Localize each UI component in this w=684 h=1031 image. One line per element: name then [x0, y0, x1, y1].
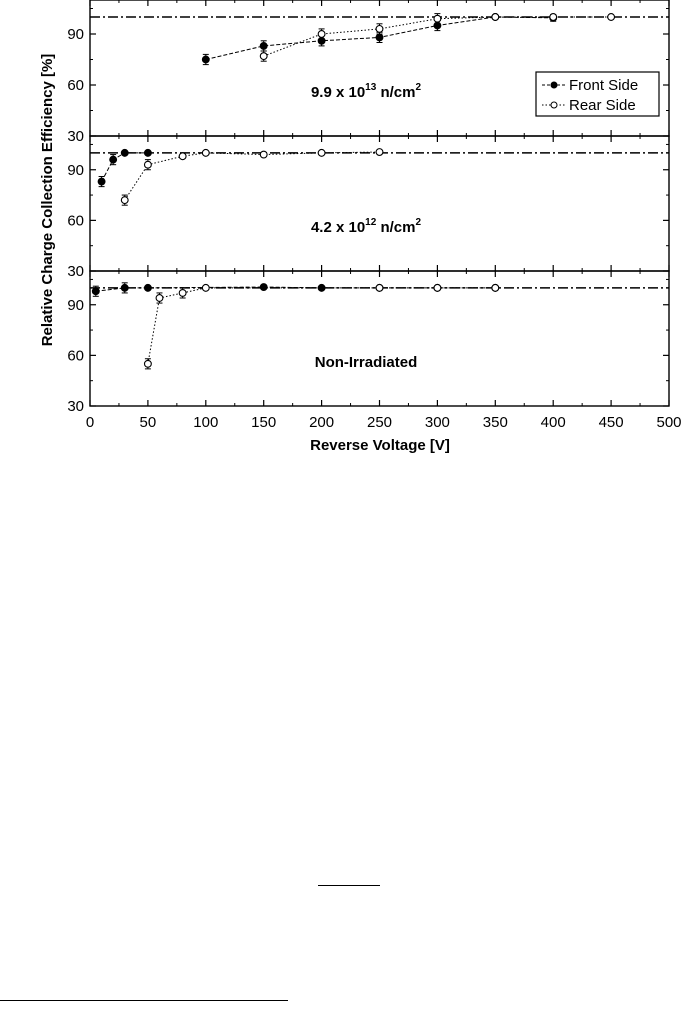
annotation-unit-exponent: 2: [415, 82, 421, 93]
x-tick-label: 500: [656, 414, 681, 431]
front-side-point: [259, 283, 268, 291]
rear-side-point: [178, 152, 187, 161]
front-side-point: [375, 33, 384, 42]
panel-annotation: Non-Irradiated: [315, 354, 418, 371]
rear-side-point: [201, 283, 210, 292]
panel-bottom: 30 60 90 Non-Irradiated: [67, 270, 670, 415]
panel-annotation: 9.9 x 1013 n/cm2: [311, 82, 422, 101]
x-tick-label: 300: [425, 414, 450, 431]
x-tick-label: 200: [309, 414, 334, 431]
rear-side-point: [120, 196, 129, 205]
legend-rear-marker: [550, 101, 558, 109]
y-tick-label: 90: [67, 162, 84, 179]
rear-side-point: [491, 283, 500, 292]
rear-side-point: [143, 359, 152, 368]
annotation-unit-exponent: 2: [415, 217, 421, 228]
front-side-point: [120, 148, 129, 157]
y-tick-label: 30: [67, 263, 84, 280]
y-tick-label: 90: [67, 26, 84, 43]
rear-side-point: [607, 13, 616, 21]
front-side-point: [143, 283, 152, 292]
rear-side-point: [433, 14, 442, 23]
annotation-exponent: 12: [365, 217, 377, 228]
footnote-divider: [0, 1000, 288, 1001]
y-tick-label: 30: [67, 128, 84, 145]
panel-top: 30 60 90 9.9 x 1013 n/cm2 Front Side Rear Sid…: [67, 0, 670, 145]
rear-side-point: [143, 160, 152, 169]
x-tick-label: 250: [367, 414, 392, 431]
front-side-point: [317, 283, 326, 292]
x-tick-label: 150: [251, 414, 276, 431]
rear-side-point: [375, 148, 384, 156]
x-tick-label: 50: [140, 414, 157, 431]
y-tick-label: 90: [67, 297, 84, 314]
rear-side-point: [375, 283, 384, 292]
y-axis-label: Relative Charge Collection Efficiency [%…: [39, 54, 56, 347]
x-axis-label: Reverse Voltage [V]: [310, 437, 450, 454]
panel-middle: 30 60 90 4.2 x 1012 n/cm2: [67, 135, 670, 280]
front-side-point: [97, 177, 106, 186]
legend-front-label: Front Side: [569, 77, 638, 94]
y-tick-label: 60: [67, 77, 84, 94]
legend-rear-label: Rear Side: [569, 97, 636, 114]
x-tick-label: 350: [483, 414, 508, 431]
annotation-exponent: 13: [365, 82, 377, 93]
panel-frame: [89, 135, 670, 272]
front-side-point: [143, 148, 152, 157]
y-tick-label: 60: [67, 212, 84, 229]
legend: Front Side Rear Side: [535, 71, 660, 117]
rear-side-point: [259, 52, 268, 61]
divider-short: [318, 885, 380, 886]
rear-side-point: [375, 24, 384, 33]
series-line-front: [101, 152, 148, 182]
rear-side-point: [178, 288, 187, 297]
front-side-point: [109, 155, 118, 164]
rear-side-point: [549, 13, 558, 21]
rear-side-point: [491, 13, 500, 21]
rear-side-point: [433, 283, 442, 292]
y-tick-label: 60: [67, 347, 84, 364]
y-tick-label: 30: [67, 398, 84, 415]
x-tick-label: 100: [193, 414, 218, 431]
front-side-point: [120, 283, 129, 292]
series-line-rear: [124, 151, 380, 201]
x-tick-label: 400: [541, 414, 566, 431]
series-line-rear: [147, 287, 496, 364]
legend-front-marker: [550, 81, 558, 89]
rear-side-point: [155, 294, 164, 302]
rear-side-point: [317, 30, 326, 38]
annotation-unit: n/cm: [376, 84, 415, 101]
front-side-point: [91, 287, 100, 296]
front-side-point: [259, 41, 268, 50]
rear-side-point: [201, 148, 210, 157]
legend-box: [535, 71, 660, 117]
x-tick-label: 0: [86, 414, 94, 431]
rear-side-point: [259, 150, 268, 159]
annotation-unit: n/cm: [376, 219, 415, 236]
x-tick-label: 450: [599, 414, 624, 431]
panel-annotation: 4.2 x 1012 n/cm2: [311, 217, 422, 236]
front-side-point: [201, 55, 210, 64]
rear-side-point: [317, 148, 326, 157]
panels-group: 30 60 90 9.9 x 1013 n/cm2 Front Side Rear Sid…: [67, 0, 682, 431]
